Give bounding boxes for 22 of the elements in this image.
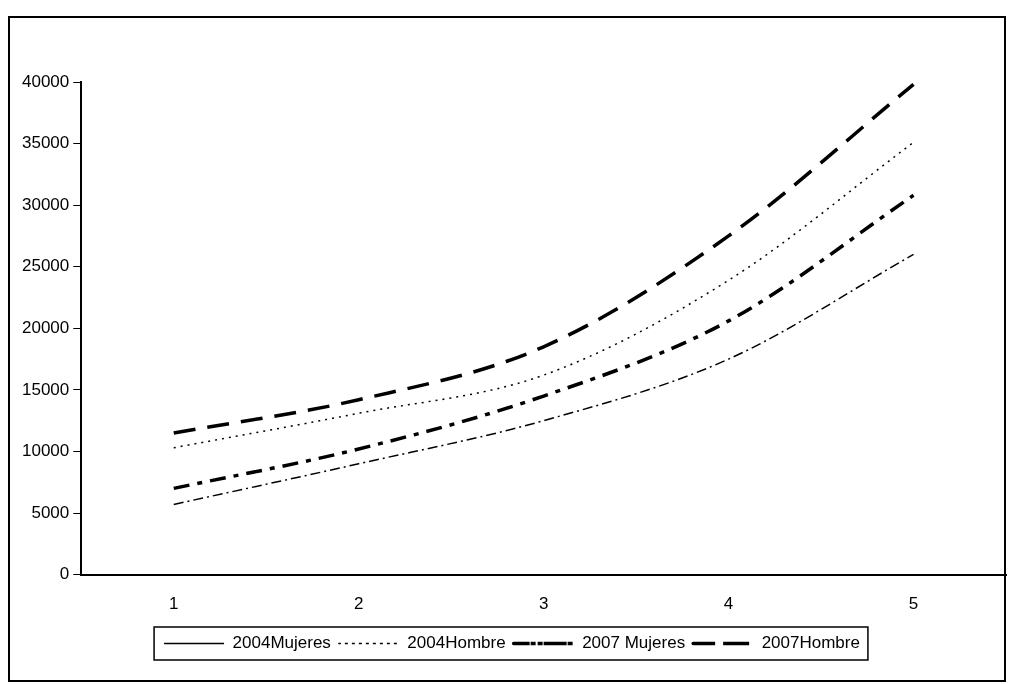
legend-label: 2004Mujeres	[232, 633, 331, 653]
y-tick-label: 10000	[21, 441, 70, 461]
legend-label: 2007 Mujeres	[582, 633, 686, 653]
x-tick-label: 1	[169, 594, 179, 614]
y-tick-label: 25000	[21, 256, 70, 276]
y-tick-label: 0	[59, 564, 70, 584]
x-tick-label: 4	[723, 594, 734, 614]
y-tick-label: 40000	[21, 71, 70, 91]
line-series	[172, 82, 916, 435]
x-tick-label: 2	[353, 594, 364, 614]
x-tick-label: 3	[538, 594, 549, 614]
line-series	[173, 141, 915, 449]
y-tick-label: 15000	[21, 379, 70, 399]
x-tick-label: 5	[908, 594, 919, 614]
line-series	[173, 253, 915, 506]
line-series	[172, 193, 916, 491]
legend-label: 2004Hombre	[407, 633, 506, 653]
y-tick-label: 20000	[21, 317, 70, 337]
y-tick-label: 30000	[21, 194, 70, 214]
y-tick-label: 35000	[21, 133, 70, 153]
legend-label: 2007Hombre	[761, 633, 860, 653]
y-tick-label: 5000	[31, 502, 70, 522]
